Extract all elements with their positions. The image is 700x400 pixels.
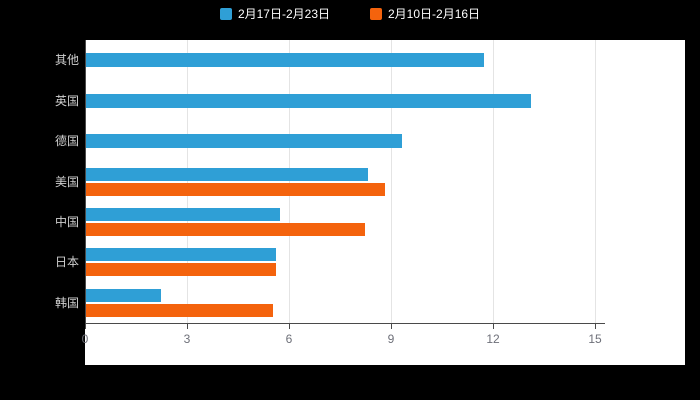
y-axis-line — [85, 40, 86, 324]
bar-series-0-中国 — [86, 207, 280, 221]
bar-series-0-其他 — [86, 53, 484, 68]
x-axis-tickmark — [493, 324, 494, 329]
bar-series-1-日本 — [86, 263, 277, 277]
x-axis-tickmark — [391, 324, 392, 329]
x-tick-label: 0 — [81, 332, 89, 346]
bar-series-0-德国 — [86, 134, 403, 149]
y-axis-category-label: 日本 — [54, 255, 79, 270]
bar-series-0-美国 — [86, 167, 369, 181]
legend-item-week-previous[interactable]: 2月10日-2月16日 — [370, 7, 480, 21]
x-tick-label: 9 — [387, 332, 395, 346]
legend: 2月17日-2月23日 2月10日-2月16日 — [0, 7, 700, 21]
x-axis-tickmark — [289, 324, 290, 329]
gridline — [187, 40, 188, 323]
y-axis-category-label: 韩国 — [54, 295, 79, 310]
bar-series-0-日本 — [86, 248, 277, 262]
y-axis-category-label: 美国 — [54, 174, 79, 189]
gridline — [289, 40, 290, 323]
x-tick-label: 12 — [486, 332, 500, 346]
x-axis-tickmark — [595, 324, 596, 329]
x-tick-label: 3 — [183, 332, 191, 346]
bar-series-1-韩国 — [86, 303, 273, 317]
bar-series-1-美国 — [86, 182, 386, 196]
x-axis-tickmark — [187, 324, 188, 329]
x-tick-label: 15 — [588, 332, 602, 346]
legend-label-week-current: 2月17日-2月23日 — [237, 7, 330, 21]
x-axis-tickmark — [85, 324, 86, 329]
gridline — [493, 40, 494, 323]
x-axis-line — [85, 323, 605, 324]
bar-series-1-中国 — [86, 222, 365, 236]
y-axis-category-label: 其他 — [54, 53, 79, 68]
gridline — [391, 40, 392, 323]
legend-swatch-blue-icon — [219, 8, 232, 20]
legend-label-week-previous: 2月10日-2月16日 — [388, 7, 481, 21]
plot-area: 0 3 6 9 12 15 其他英国德国美国中国日本韩国 — [55, 40, 685, 365]
y-axis-category-label: 英国 — [54, 93, 79, 108]
bar-series-0-英国 — [86, 93, 532, 108]
legend-item-week-current[interactable]: 2月17日-2月23日 — [219, 7, 330, 21]
bar-series-0-韩国 — [86, 288, 161, 302]
x-tick-label: 6 — [285, 332, 293, 346]
y-axis-category-label: 中国 — [54, 214, 79, 229]
gridline — [595, 40, 596, 323]
legend-swatch-orange-icon — [370, 8, 382, 20]
y-axis-category-label: 德国 — [54, 134, 79, 149]
